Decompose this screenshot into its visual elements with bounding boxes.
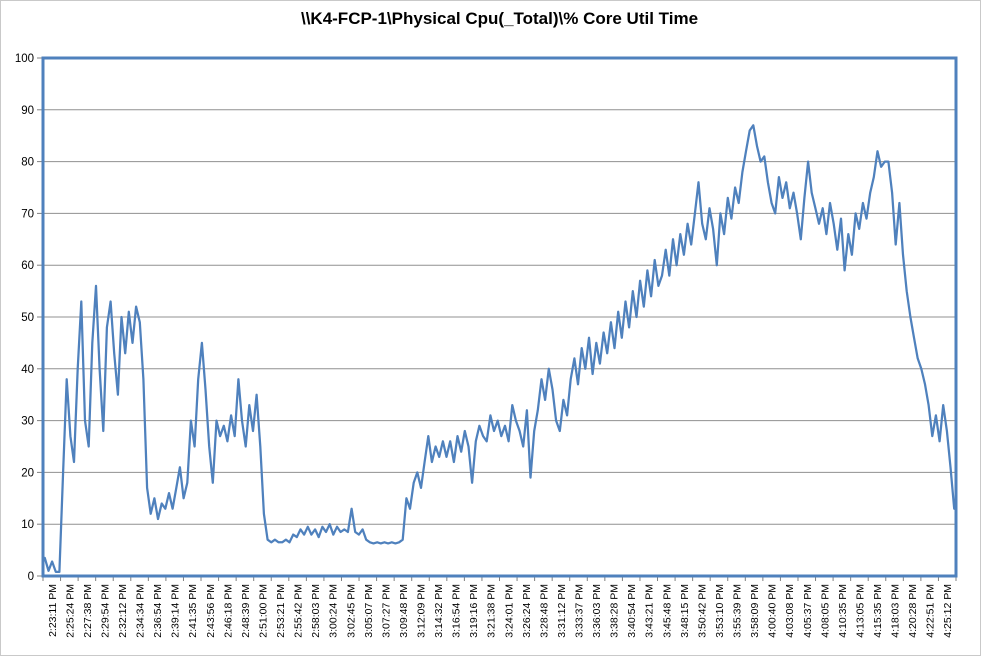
x-axis-label: 2:25:24 PM bbox=[64, 584, 76, 638]
x-axis-label: 3:14:32 PM bbox=[433, 584, 445, 638]
x-axis-label: 3:40:54 PM bbox=[626, 584, 638, 638]
chart-title: \\K4-FCP-1\Physical Cpu(_Total)\% Core U… bbox=[300, 9, 699, 28]
cpu-core-util-line bbox=[43, 124, 956, 574]
x-axis-label: 3:55:39 PM bbox=[732, 584, 744, 638]
x-axis-label: 3:43:21 PM bbox=[644, 584, 656, 638]
x-axis-label: 3:21:38 PM bbox=[486, 584, 498, 638]
y-axis-label: 0 bbox=[28, 571, 34, 583]
x-axis-label: 4:13:05 PM bbox=[854, 584, 866, 638]
x-axis-label: 4:20:28 PM bbox=[907, 584, 919, 638]
x-axis-label: 2:53:21 PM bbox=[275, 584, 287, 638]
x-axis-label: 2:29:54 PM bbox=[99, 584, 111, 638]
x-axis-label: 3:58:09 PM bbox=[749, 584, 761, 638]
x-axis-label: 4:25:12 PM bbox=[942, 584, 954, 638]
y-axis-label: 80 bbox=[21, 157, 34, 169]
x-axis-label: 2:51:00 PM bbox=[257, 584, 269, 638]
x-axis-label: 3:16:54 PM bbox=[451, 584, 463, 638]
x-axis-label: 3:09:48 PM bbox=[398, 584, 410, 638]
x-axis-label: 4:03:08 PM bbox=[784, 584, 796, 638]
y-axis-label: 50 bbox=[21, 312, 34, 324]
x-axis-label: 2:58:03 PM bbox=[310, 584, 322, 638]
x-axis-label: 4:00:40 PM bbox=[767, 584, 779, 638]
x-axis-label: 4:05:37 PM bbox=[802, 584, 814, 638]
x-axis-label: 3:38:28 PM bbox=[609, 584, 621, 638]
x-axis-label: 3:12:09 PM bbox=[415, 584, 427, 638]
plot-border bbox=[41, 56, 958, 578]
x-axis-label: 3:07:27 PM bbox=[380, 584, 392, 638]
x-axis-label: 2:34:34 PM bbox=[135, 584, 147, 638]
x-axis-label: 3:50:42 PM bbox=[696, 584, 708, 638]
x-axis-label: 2:48:39 PM bbox=[240, 584, 252, 638]
x-axis-label: 2:36:54 PM bbox=[152, 584, 164, 638]
x-axis-label: 2:23:11 PM bbox=[47, 584, 59, 637]
x-axis-label: 2:55:42 PM bbox=[293, 584, 305, 638]
x-axis-label: 4:10:35 PM bbox=[837, 584, 849, 638]
y-axis-label: 30 bbox=[21, 416, 34, 428]
x-axis-label: 3:36:03 PM bbox=[591, 584, 603, 638]
x-axis-label: 3:00:24 PM bbox=[328, 584, 340, 638]
x-axis-label: 2:43:56 PM bbox=[205, 584, 217, 638]
x-axis-label: 3:02:45 PM bbox=[345, 584, 357, 638]
y-axis-label: 90 bbox=[21, 105, 34, 117]
x-axis-label: 3:31:12 PM bbox=[556, 584, 568, 638]
x-axis-label: 3:53:10 PM bbox=[714, 584, 726, 638]
y-axis-label: 100 bbox=[15, 53, 34, 65]
x-axis-label: 2:41:35 PM bbox=[187, 584, 199, 638]
x-axis-label: 2:27:38 PM bbox=[82, 584, 94, 638]
y-axis-label: 20 bbox=[21, 467, 34, 479]
y-axis-label: 60 bbox=[21, 260, 34, 272]
x-axis-label: 4:22:51 PM bbox=[925, 584, 937, 638]
x-axis-label: 2:39:14 PM bbox=[170, 584, 182, 638]
x-axis-label: 3:48:15 PM bbox=[679, 584, 691, 638]
x-axis-label: 3:26:24 PM bbox=[521, 584, 533, 638]
x-axis-label: 4:15:35 PM bbox=[872, 584, 884, 638]
x-axis-label: 3:45:48 PM bbox=[661, 584, 673, 638]
x-axis-label: 3:19:16 PM bbox=[468, 584, 480, 638]
x-axis-label: 4:18:03 PM bbox=[890, 584, 902, 638]
x-axis-label: 3:28:48 PM bbox=[538, 584, 550, 638]
y-axis-label: 10 bbox=[21, 519, 34, 531]
y-axis-label: 40 bbox=[21, 364, 34, 376]
x-axis-label: 2:32:12 PM bbox=[117, 584, 129, 638]
x-axis-label: 3:24:01 PM bbox=[503, 584, 515, 638]
x-axis-label: 3:33:37 PM bbox=[574, 584, 586, 638]
x-axis-label: 3:05:07 PM bbox=[363, 584, 375, 638]
x-axis-label: 4:08:05 PM bbox=[819, 584, 831, 638]
y-axis-label: 70 bbox=[21, 208, 34, 220]
x-axis-label: 2:46:18 PM bbox=[222, 584, 234, 638]
